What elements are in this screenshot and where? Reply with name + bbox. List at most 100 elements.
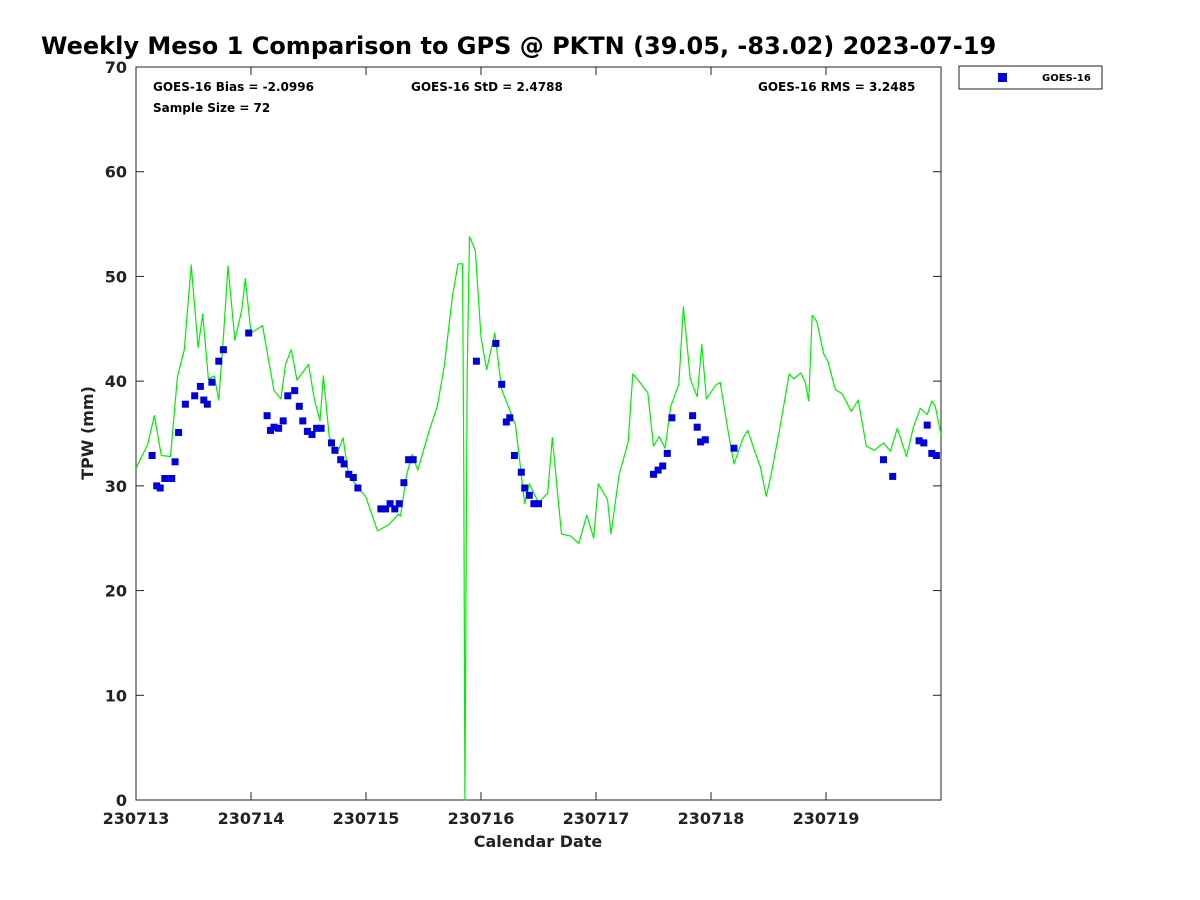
goes16-point — [208, 378, 216, 386]
goes16-point — [148, 452, 156, 459]
goes16-point — [920, 439, 928, 447]
y-tick-label: 0 — [116, 791, 127, 810]
goes16-point — [270, 423, 278, 431]
goes16-point — [510, 452, 518, 459]
goes16-point — [654, 466, 662, 474]
x-tick-label: 230717 — [563, 809, 630, 828]
legend-label: GOES-16 — [1042, 73, 1091, 84]
y-tick-label: 60 — [105, 163, 127, 182]
goes16-point — [530, 500, 538, 508]
chart-title: Weekly Meso 1 Comparison to GPS @ PKTN (… — [41, 32, 996, 60]
goes16-point — [340, 460, 348, 468]
goes16-point — [245, 329, 253, 337]
stat-sample-size: Sample Size = 72 — [153, 101, 270, 115]
goes16-point — [400, 479, 408, 487]
goes16-point — [181, 400, 189, 408]
legend-marker — [998, 73, 1007, 82]
goes16-point — [203, 400, 211, 408]
goes16-point — [409, 456, 417, 464]
goes16-point — [171, 458, 179, 466]
goes16-point — [689, 412, 697, 420]
goes16-point — [498, 380, 506, 388]
y-tick-label: 30 — [105, 477, 127, 496]
x-tick-label: 230713 — [103, 809, 170, 828]
goes16-point — [295, 402, 303, 410]
x-tick-label: 230718 — [678, 809, 745, 828]
stat-bias: GOES-16 Bias = -2.0996 — [153, 80, 314, 94]
y-axis-label: TPW (mm) — [78, 386, 97, 480]
goes16-point — [275, 424, 283, 432]
goes16-point — [525, 491, 533, 499]
goes16-point — [156, 484, 164, 492]
goes16-point — [382, 505, 390, 513]
y-tick-label: 20 — [105, 582, 127, 601]
plot-frame — [135, 66, 942, 801]
goes16-point — [328, 439, 335, 447]
y-tick-label: 40 — [105, 372, 127, 391]
goes16-point — [535, 500, 542, 508]
goes16-point — [650, 470, 657, 478]
goes16-point — [313, 424, 321, 432]
x-axis-label: Calendar Date — [474, 832, 603, 851]
goes16-point — [663, 449, 671, 457]
goes16-point — [349, 474, 357, 481]
goes16-point — [215, 357, 223, 365]
goes16-point — [308, 431, 316, 438]
y-tick-label: 50 — [105, 267, 127, 286]
series-layer — [135, 236, 942, 801]
goes16-point — [693, 423, 701, 431]
goes16-point — [502, 418, 510, 426]
goes16-point — [291, 387, 299, 395]
goes16-point — [492, 339, 500, 347]
x-tick-label: 230719 — [793, 809, 860, 828]
goes16-point — [697, 438, 705, 446]
goes16-point — [391, 505, 399, 513]
x-axis: 230713 230714 230715 230716 230717 230718 2307… — [103, 67, 860, 828]
y-tick-label: 70 — [105, 58, 127, 77]
legend: GOES-16 — [958, 65, 1103, 90]
x-tick-label: 230715 — [333, 809, 400, 828]
goes16-point — [701, 436, 709, 444]
goes16-point — [303, 427, 311, 435]
goes16-point — [219, 346, 227, 354]
goes16-point — [279, 417, 287, 425]
goes16-point — [377, 505, 385, 513]
x-tick-label: 230716 — [448, 809, 515, 828]
goes16-point — [191, 392, 199, 400]
goes16-point — [317, 424, 325, 432]
goes16-point — [331, 446, 339, 454]
goes16-point — [337, 456, 345, 464]
goes16-point — [889, 472, 897, 480]
stat-rms: GOES-16 RMS = 3.2485 — [758, 80, 915, 94]
goes16-point — [196, 382, 204, 390]
goes16-point — [915, 437, 923, 445]
goes16-point — [730, 444, 738, 452]
goes16-point — [263, 412, 271, 420]
legend-box — [958, 65, 1103, 90]
goes16-point — [668, 414, 676, 422]
y-axis: 0 10 20 30 40 50 60 70 — [105, 58, 941, 810]
goes16-point — [161, 475, 169, 482]
goes16-point — [405, 456, 413, 464]
goes16-point — [932, 452, 940, 459]
goes16-point — [928, 449, 936, 457]
stat-std: GOES-16 StD = 2.4788 — [411, 80, 563, 94]
goes16-point — [299, 417, 307, 425]
goes16-point — [168, 475, 176, 482]
goes16-point — [386, 500, 394, 508]
goes16-point — [345, 470, 353, 478]
goes16-point — [517, 468, 525, 476]
goes16-point — [175, 429, 183, 436]
goes16-point — [659, 462, 667, 470]
y-tick-label: 10 — [105, 686, 127, 705]
goes16-point — [284, 392, 292, 400]
goes16-point — [880, 456, 887, 464]
goes16-point — [506, 414, 514, 422]
goes16-point — [354, 484, 362, 492]
goes16-point — [200, 396, 208, 404]
x-tick-label: 230714 — [218, 809, 285, 828]
goes16-point — [521, 484, 529, 492]
goes16-point — [923, 421, 931, 429]
goes16-point — [395, 500, 403, 508]
